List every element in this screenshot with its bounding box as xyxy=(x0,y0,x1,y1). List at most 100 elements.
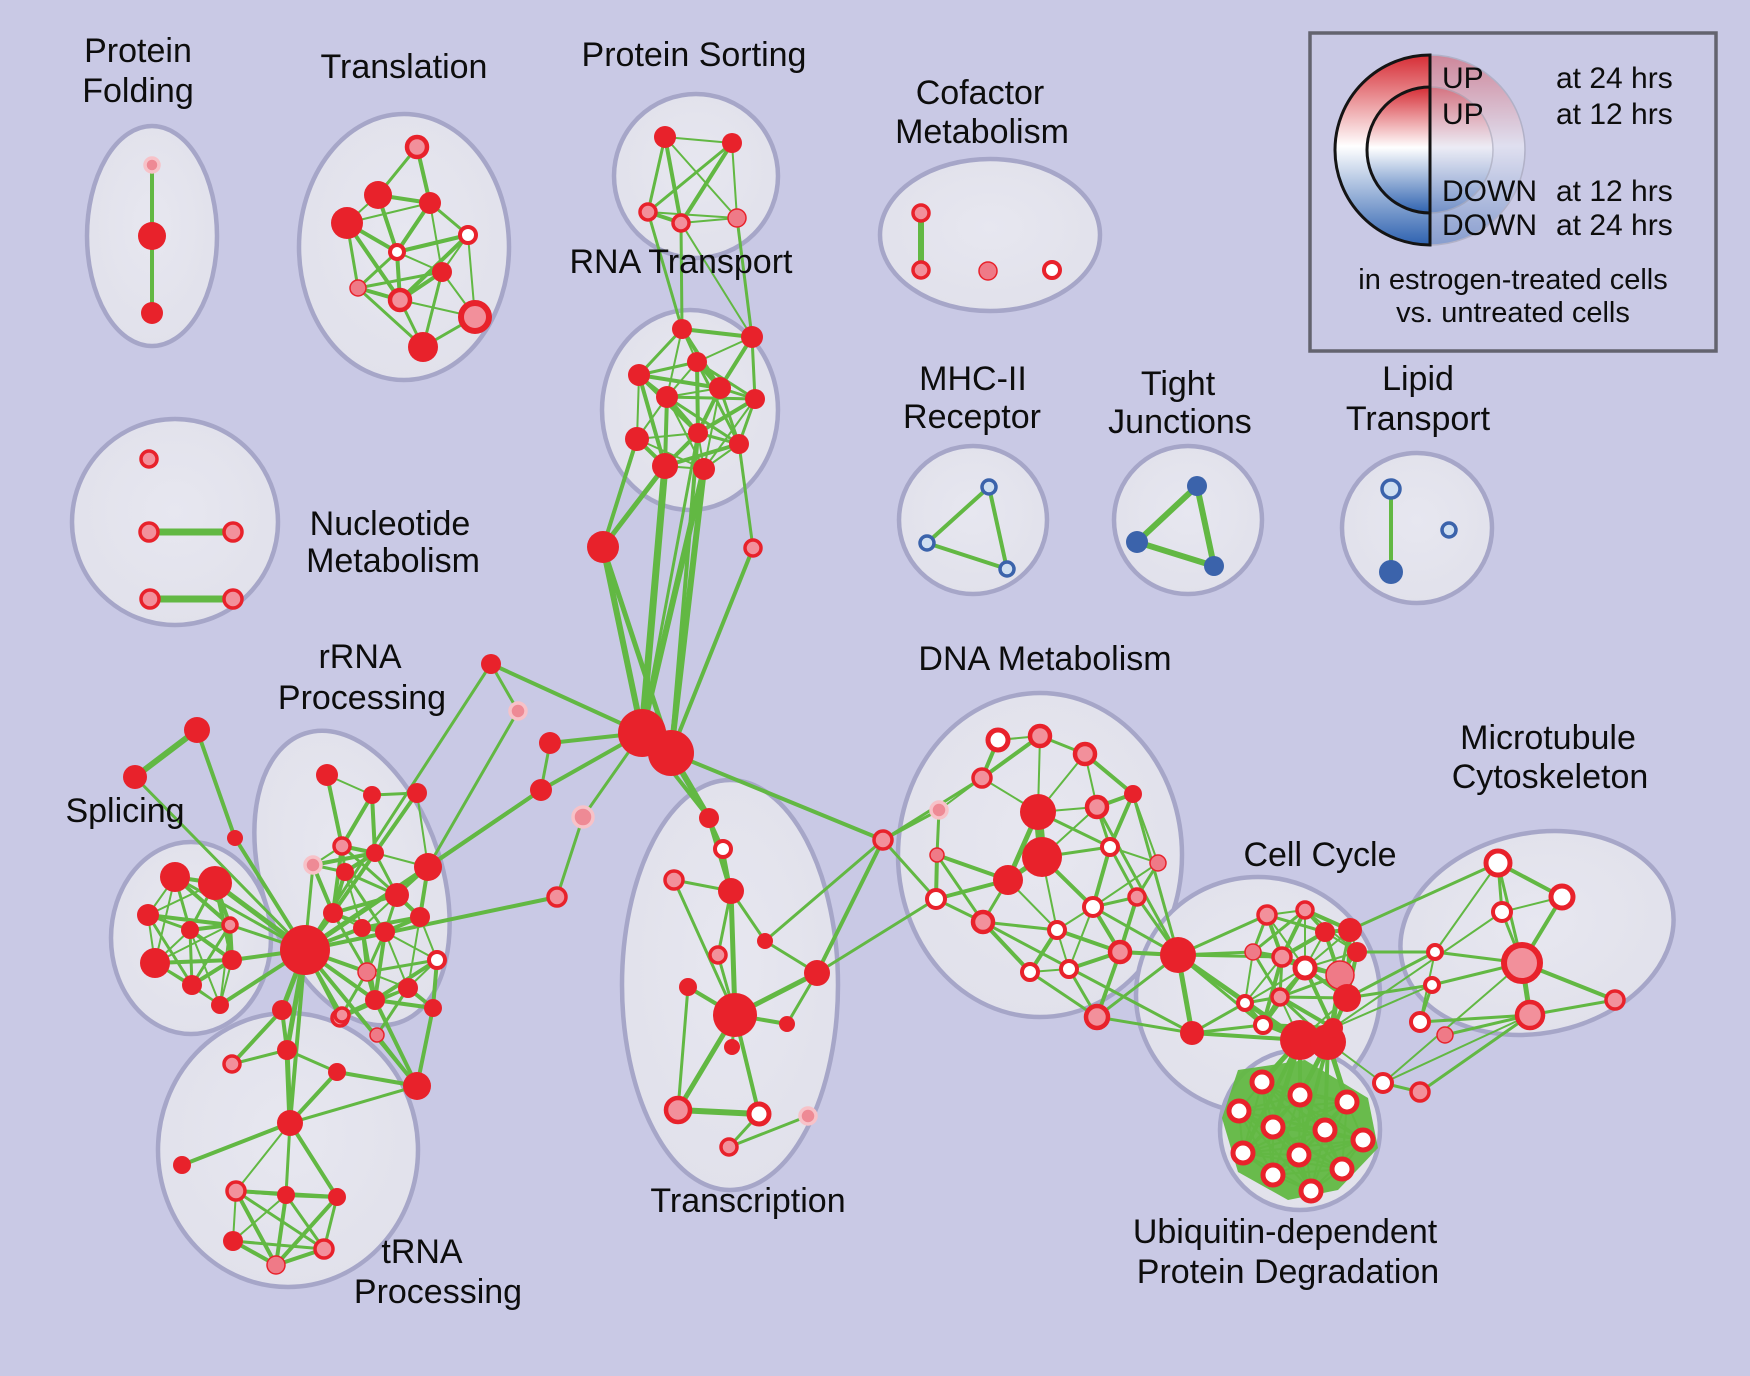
cluster-label: Protein Degradation xyxy=(1137,1253,1439,1291)
gene-node-tn-88 xyxy=(277,1110,303,1136)
gene-node-rt-27 xyxy=(625,427,649,451)
legend-direction-label: UP xyxy=(1442,98,1484,131)
edge xyxy=(234,1189,326,1251)
edge xyxy=(731,142,738,219)
gene-node-dm-124 xyxy=(1072,741,1098,767)
edge xyxy=(696,397,757,435)
gene-node-dm-125 xyxy=(971,767,993,789)
gene-node-tn-93 xyxy=(223,1231,243,1251)
edge xyxy=(815,897,938,975)
edge xyxy=(384,931,409,989)
gene-node-fr-81 xyxy=(272,1000,292,1020)
edge xyxy=(1345,983,1434,1000)
gene-node-ub-184 xyxy=(1329,1156,1355,1182)
gene-node-tx-110 xyxy=(757,933,773,949)
cluster-ellipse-transcription xyxy=(619,777,841,1193)
edge xyxy=(1092,862,1159,908)
gene-node-rr-80 xyxy=(424,999,442,1017)
gene-node-fr-85 xyxy=(333,1006,351,1024)
gene-node-cc-153 xyxy=(1292,955,1318,981)
edge xyxy=(1028,970,1099,1019)
gene-node-rr-69 xyxy=(414,853,442,881)
gene-node-ub-179 xyxy=(1312,1117,1338,1143)
gene-node-sp-59 xyxy=(222,950,242,970)
gene-node-ub-183 xyxy=(1260,1162,1286,1188)
cluster-ellipse-tight-junctions xyxy=(1111,443,1265,597)
edge xyxy=(1310,1101,1348,1192)
gene-node-sp-54 xyxy=(137,904,159,926)
edge xyxy=(669,751,885,842)
edge xyxy=(1272,1139,1364,1176)
gene-node-ub-180 xyxy=(1350,1127,1376,1153)
gene-node-ps-17 xyxy=(671,213,691,233)
gene-node-mc-164 xyxy=(1483,848,1513,878)
edge xyxy=(1434,862,1499,953)
gene-node-tx-116 xyxy=(663,1095,693,1125)
edge xyxy=(325,773,344,848)
edge xyxy=(727,1114,810,1149)
cluster-label: Junctions xyxy=(1108,403,1252,441)
legend-time-label: at 12 hrs xyxy=(1556,98,1673,131)
gene-node-sp-56 xyxy=(221,916,239,934)
edge xyxy=(555,815,585,899)
edge xyxy=(646,210,684,331)
cluster-label: Cell Cycle xyxy=(1243,836,1396,874)
cluster-ellipse-lipid-transport xyxy=(1339,450,1495,606)
edge xyxy=(637,373,722,390)
gene-node-tr-5 xyxy=(419,192,441,214)
gene-node-tn-92 xyxy=(328,1188,346,1206)
gene-node-mh-36 xyxy=(918,534,936,552)
edge xyxy=(640,431,700,735)
gene-node-dm-140 xyxy=(1124,785,1142,803)
gene-node-dm-137 xyxy=(1020,962,1040,982)
legend-time-label: at 24 hrs xyxy=(1556,62,1673,95)
gene-node-tr-8 xyxy=(388,243,406,261)
gene-node-cc-159 xyxy=(1280,1020,1320,1060)
gene-node-dm-134 xyxy=(1082,896,1104,918)
cluster-label: tRNA xyxy=(381,1233,463,1271)
gene-node-cc-156 xyxy=(1236,994,1254,1012)
gene-node-rr-62 xyxy=(316,764,338,786)
cluster-label: Ubiquitin-dependent xyxy=(1133,1213,1438,1251)
gene-node-ps-18 xyxy=(727,208,747,228)
edge xyxy=(600,463,668,550)
gene-node-mc-166 xyxy=(1491,901,1513,923)
edge xyxy=(679,141,734,225)
edge xyxy=(669,546,755,755)
edge xyxy=(1278,995,1335,1030)
edge xyxy=(1241,1038,1302,1155)
gene-node-fr-103 xyxy=(546,886,568,908)
gene-node-dm-123 xyxy=(1027,723,1053,749)
gene-node-fr-145 xyxy=(1180,1021,1204,1045)
gene-node-fr-87 xyxy=(403,1072,431,1100)
gene-node-cc-158 xyxy=(1253,1015,1273,1035)
gene-node-tr-12 xyxy=(458,300,492,334)
legend-ring-inner-right xyxy=(1429,86,1494,214)
gene-node-fr-121 xyxy=(872,829,894,851)
edge xyxy=(1134,539,1217,569)
cluster-label: Folding xyxy=(82,72,194,110)
edge xyxy=(303,948,419,1088)
edge xyxy=(1418,1013,1532,1024)
edge xyxy=(426,788,543,869)
gene-node-tx-107 xyxy=(713,839,733,859)
edge xyxy=(373,791,419,855)
cluster-label: Cofactor xyxy=(916,74,1045,112)
gene-node-tn-94 xyxy=(313,1238,335,1260)
gene-node-rr-74 xyxy=(410,907,430,927)
edge xyxy=(763,838,885,943)
cluster-label: Metabolism xyxy=(306,542,480,580)
legend-direction-label: DOWN xyxy=(1442,209,1537,242)
gene-node-dm-136 xyxy=(970,909,996,935)
gene-node-rt-19 xyxy=(672,319,692,339)
gene-node-mc-167 xyxy=(1501,942,1543,984)
edge xyxy=(288,1121,339,1199)
gene-node-ub-176 xyxy=(1334,1089,1360,1115)
gene-node-mc-165 xyxy=(1548,883,1576,911)
gene-node-fr-83 xyxy=(277,1040,297,1060)
edge xyxy=(1418,1013,1532,1094)
gene-node-cc-163 xyxy=(1409,1081,1431,1103)
gene-node-nm-47 xyxy=(139,588,161,610)
